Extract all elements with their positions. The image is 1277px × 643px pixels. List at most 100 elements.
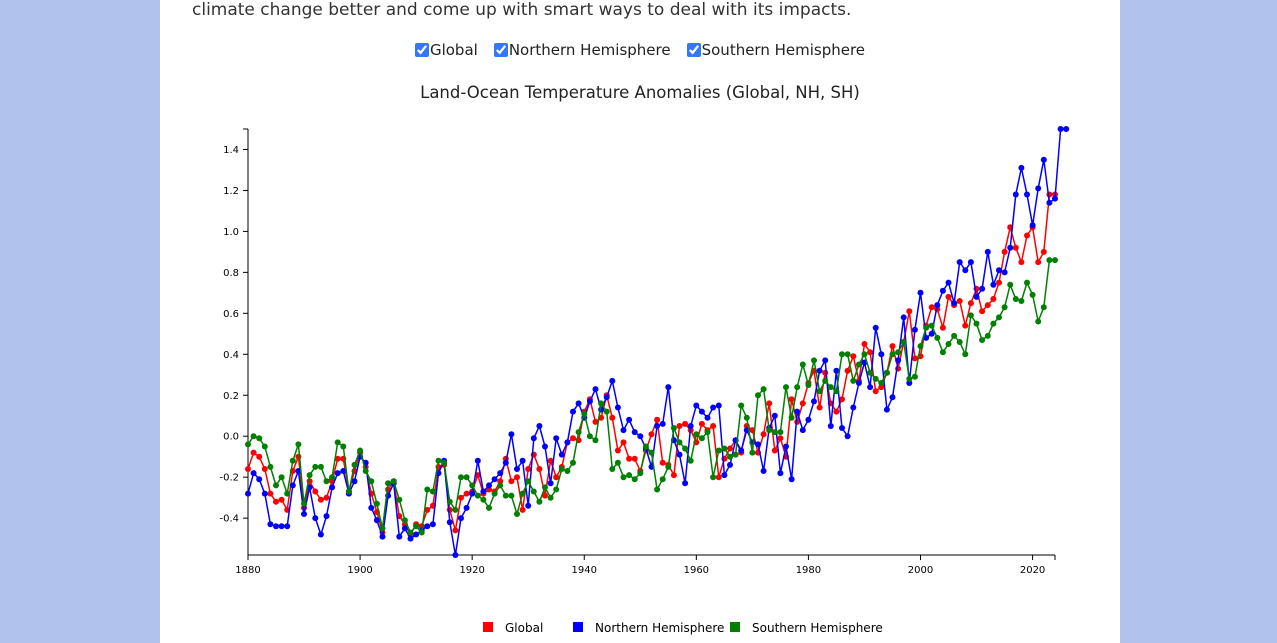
- data-point: [514, 511, 520, 517]
- data-point: [715, 402, 722, 409]
- data-point: [1012, 296, 1019, 302]
- data-point: [1001, 269, 1008, 276]
- data-point: [626, 455, 633, 462]
- data-point: [861, 341, 868, 347]
- data-point: [334, 455, 341, 462]
- data-point: [642, 443, 649, 450]
- data-point: [491, 476, 498, 483]
- data-point: [586, 433, 593, 440]
- data-point: [525, 502, 532, 509]
- data-point: [799, 427, 806, 434]
- data-point: [530, 488, 537, 495]
- data-point: [917, 289, 924, 296]
- data-point: [654, 423, 661, 429]
- data-point: [715, 474, 722, 481]
- data-point: [519, 506, 526, 513]
- data-point: [256, 435, 263, 442]
- data-point: [923, 324, 930, 331]
- data-point: [278, 496, 285, 503]
- data-point: [334, 439, 341, 446]
- x-tick-label: 1980: [796, 565, 821, 576]
- data-point: [895, 357, 902, 364]
- data-point: [631, 455, 638, 462]
- data-point: [687, 457, 694, 464]
- data-point: [928, 304, 935, 311]
- data-point: [446, 506, 453, 513]
- data-point: [788, 414, 795, 421]
- data-point: [844, 367, 851, 374]
- data-point: [766, 400, 773, 407]
- data-point: [760, 386, 767, 393]
- data-point: [805, 382, 812, 388]
- legend-swatch-southern-hemisphere: [730, 622, 740, 632]
- data-point: [368, 504, 375, 511]
- data-point: [755, 392, 761, 399]
- data-point: [542, 443, 548, 450]
- southern-hemisphere-checkbox[interactable]: [686, 43, 701, 57]
- data-point: [833, 388, 840, 395]
- data-point: [278, 523, 285, 530]
- data-point: [547, 480, 554, 487]
- data-point: [273, 482, 279, 489]
- data-point: [452, 552, 459, 558]
- data-point: [334, 470, 341, 477]
- toggle-southern-hemisphere[interactable]: Southern Hemisphere: [686, 41, 865, 59]
- x-tick-label: 1920: [459, 565, 484, 576]
- data-point: [626, 416, 633, 423]
- data-point: [822, 357, 829, 364]
- data-point: [676, 439, 683, 446]
- data-point: [979, 285, 986, 292]
- series-global: [245, 191, 1058, 538]
- data-point: [704, 429, 711, 436]
- data-point: [822, 377, 829, 384]
- data-point: [850, 353, 857, 360]
- data-point: [1007, 244, 1014, 251]
- data-point: [446, 519, 453, 526]
- data-point: [525, 466, 532, 472]
- toggle-nh-label: Northern Hemisphere: [508, 41, 671, 59]
- data-point: [463, 474, 470, 481]
- data-point: [553, 486, 560, 493]
- data-point: [245, 441, 251, 448]
- data-point: [732, 451, 739, 458]
- data-point: [687, 423, 694, 429]
- data-point: [401, 525, 408, 532]
- data-point: [895, 349, 902, 356]
- data-point: [351, 478, 358, 485]
- data-point: [407, 529, 414, 536]
- data-point: [491, 490, 498, 497]
- data-point: [553, 435, 560, 442]
- data-point: [911, 373, 918, 380]
- legend-label-southern-hemisphere: Southern Hemisphere: [752, 621, 883, 635]
- data-point: [463, 504, 470, 511]
- data-point: [536, 498, 543, 505]
- data-point: [250, 470, 257, 477]
- data-point: [945, 341, 952, 347]
- data-point: [435, 457, 442, 464]
- data-point: [878, 384, 885, 391]
- y-tick-label: 0.8: [223, 268, 239, 279]
- data-point: [564, 439, 571, 446]
- data-point: [979, 337, 986, 343]
- data-point: [956, 298, 963, 304]
- data-point: [827, 423, 834, 429]
- data-point: [900, 314, 907, 321]
- data-point: [872, 324, 879, 331]
- data-point: [811, 357, 817, 364]
- data-point: [956, 339, 963, 345]
- data-point: [833, 408, 840, 415]
- y-tick-label: 1.4: [223, 145, 239, 156]
- data-point: [827, 384, 834, 391]
- global-checkbox[interactable]: [414, 43, 429, 57]
- data-point: [592, 437, 599, 444]
- toggle-global[interactable]: Global: [414, 41, 478, 59]
- data-point: [799, 400, 806, 407]
- toggle-northern-hemisphere[interactable]: Northern Hemisphere: [493, 41, 671, 59]
- data-point: [614, 404, 621, 411]
- data-point: [480, 496, 487, 503]
- data-point: [317, 496, 324, 503]
- data-point: [502, 492, 509, 499]
- northern-hemisphere-checkbox[interactable]: [493, 43, 508, 57]
- data-point: [867, 369, 874, 376]
- data-point: [373, 517, 380, 524]
